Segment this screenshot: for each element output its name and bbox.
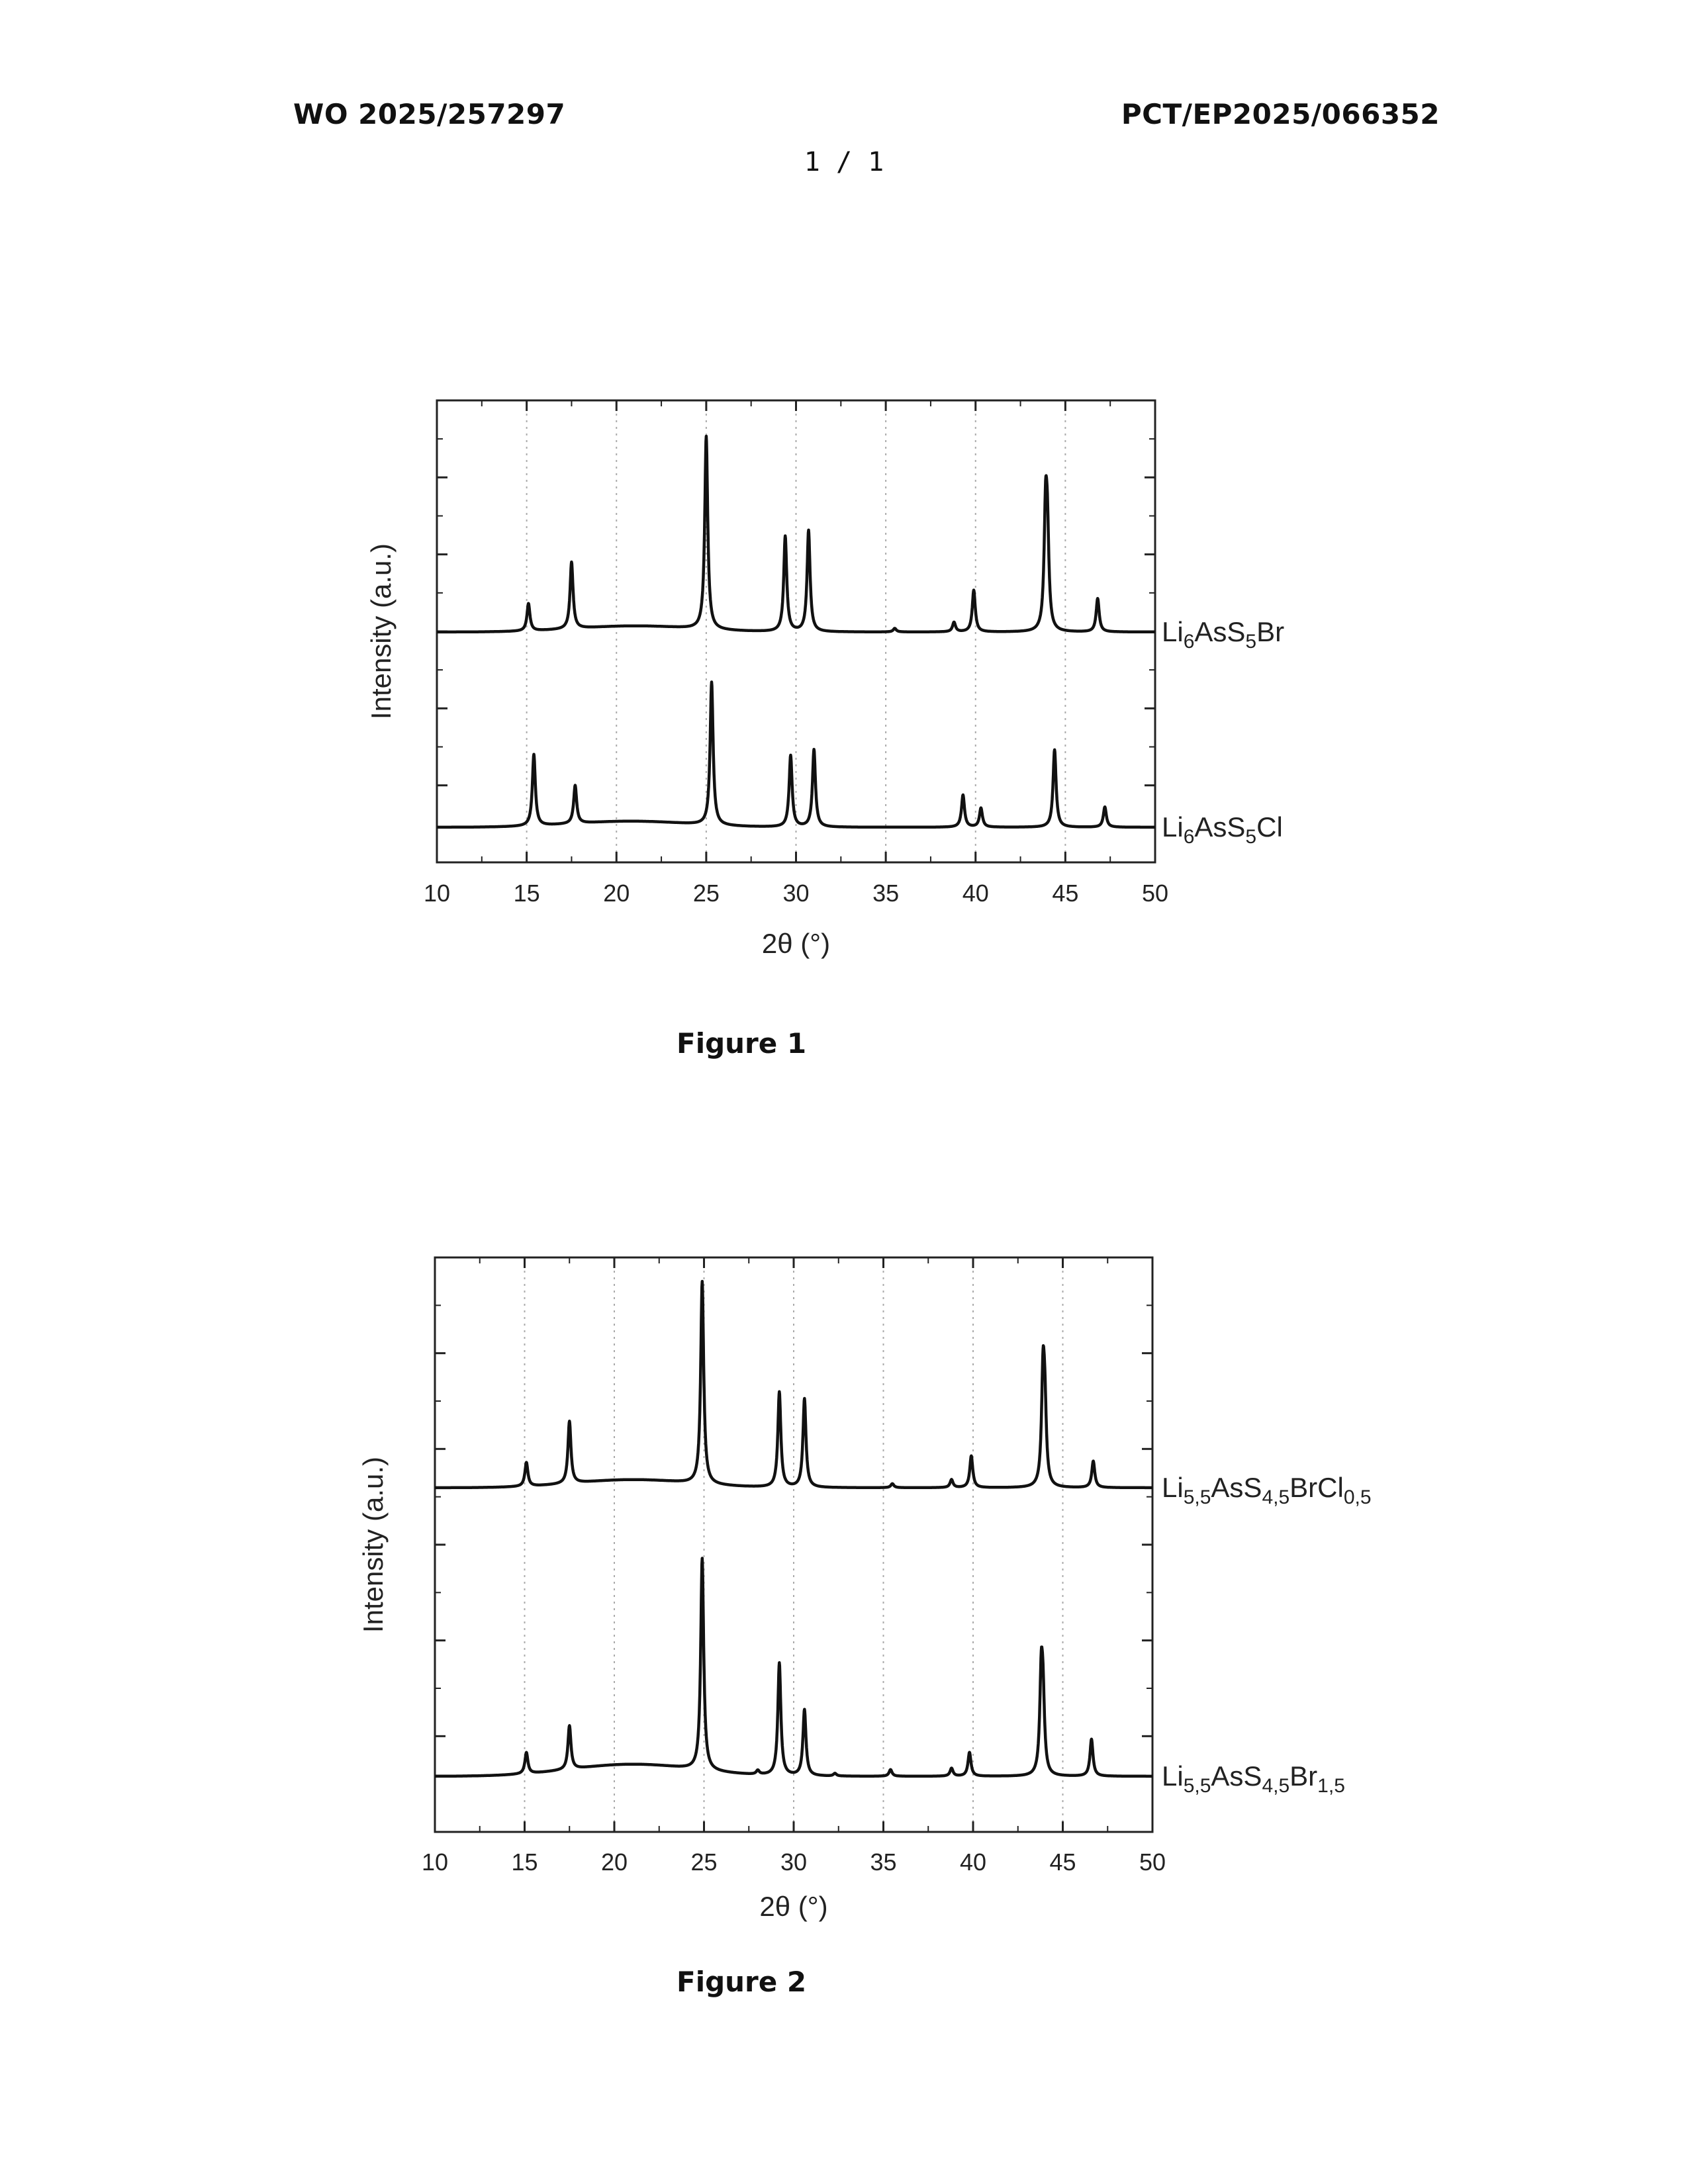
fig2-x-tick-label: 50 [1139,1848,1166,1876]
fig2-x-tick-label: 45 [1049,1848,1076,1876]
application-number: PCT/EP2025/066352 [1121,98,1440,130]
fig2-x-tick-label: 10 [422,1848,448,1876]
fig1-series-0-line [436,434,1156,634]
fig1-x-tick-label: 15 [514,880,540,907]
fig2-series-0-line [434,1279,1154,1490]
fig1-y-axis-title: Intensity (a.u.) [365,543,397,719]
fig1-x-tick-label: 25 [693,880,720,907]
fig1-x-axis-title: 2θ (°) [762,928,830,959]
fig2-x-tick-label: 20 [601,1848,628,1876]
fig2-x-tick-label: 30 [780,1848,807,1876]
fig1-x-tick-label: 40 [962,880,989,907]
fig1-series-1-label: Li6AsS5Cl [1162,811,1283,848]
figure-2-chart: 10 15 20 25 30 35 40 45 50 2θ (°) Intensity (a.u.)… [357,1256,1372,1922]
fig1-x-tick-label: 50 [1142,880,1168,907]
fig1-x-tick-label: 20 [603,880,630,907]
fig2-series-0-label: Li5,5AsS4,5BrCl0,5 [1162,1472,1372,1508]
fig2-x-tick-label: 15 [511,1848,538,1876]
figure-1-caption: Figure 1 [677,1027,807,1060]
figure-2-caption: Figure 2 [677,1966,807,1998]
page-number: 1 / 1 [804,147,884,177]
fig1-series-1-line [436,680,1156,829]
figure-1-chart: 10 15 20 25 30 35 40 45 50 2θ (°) Intensity (a.u.)… [365,399,1284,959]
document-number: WO 2025/257297 [293,98,566,130]
fig2-series-1-label: Li5,5AsS4,5Br1,5 [1162,1760,1345,1797]
fig1-x-tick-label: 10 [424,880,450,907]
fig2-x-tick-label: 35 [870,1848,896,1876]
fig2-series-1-line [434,1557,1154,1778]
fig2-x-axis-title: 2θ (°) [759,1891,827,1922]
fig2-y-axis-title: Intensity (a.u.) [357,1457,389,1633]
fig2-x-tick-label: 25 [690,1848,717,1876]
fig1-series-0-label: Li6AsS5Br [1162,616,1284,653]
fig1-x-tick-label: 30 [782,880,809,907]
fig1-x-tick-label: 45 [1052,880,1078,907]
fig2-x-tick-label: 40 [960,1848,986,1876]
fig1-x-tick-label: 35 [872,880,899,907]
